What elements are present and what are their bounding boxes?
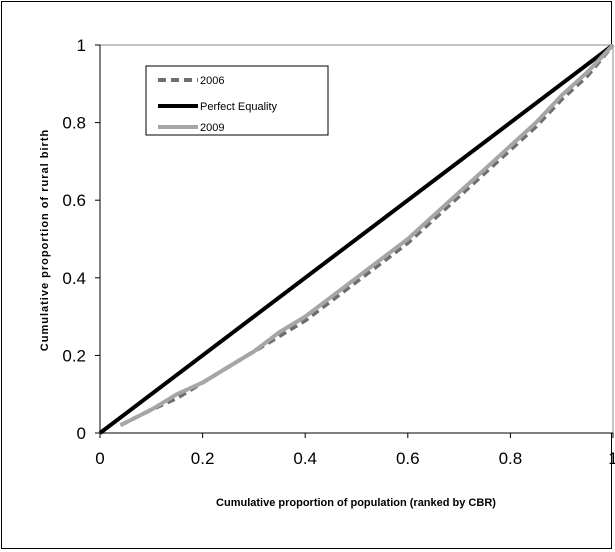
x-axis-title: Cumulative proportion of population (ran…: [216, 497, 496, 509]
series-line-perfect-equality: [98, 43, 615, 435]
tick-labels: 0 0.2 0.4 0.6 0.8 1 0 0.2 0.4 0.6 0.8 1: [62, 36, 615, 468]
y-axis-title: Cumulative proportion of rural birth: [39, 129, 51, 351]
y-tick-label: 0.8: [62, 114, 86, 133]
y-tick-label: 0.6: [62, 191, 86, 210]
x-tick-label: 1: [608, 449, 615, 468]
legend-label-2006: 2006: [200, 75, 224, 87]
x-tick-label: 0.8: [499, 449, 523, 468]
axes: [95, 44, 614, 438]
x-tick-label: 0.4: [293, 449, 317, 468]
legend-box: [145, 65, 329, 136]
y-tick-label: 0: [77, 424, 86, 443]
legend-label-perfect-equality: Perfect Equality: [200, 101, 278, 113]
x-tick-label: 0: [95, 449, 104, 468]
y-tick-label: 1: [77, 36, 86, 55]
y-tick-label: 0.2: [62, 346, 86, 365]
x-tick-label: 0.6: [396, 449, 420, 468]
x-tick-label: 0.2: [191, 449, 215, 468]
series-line-2009: [119, 43, 615, 427]
series-layer: [98, 43, 615, 435]
legend-label-2009: 2009: [200, 122, 224, 134]
legend: 2006 Perfect Equality 2009: [145, 65, 329, 136]
y-tick-label: 0.4: [62, 269, 86, 288]
